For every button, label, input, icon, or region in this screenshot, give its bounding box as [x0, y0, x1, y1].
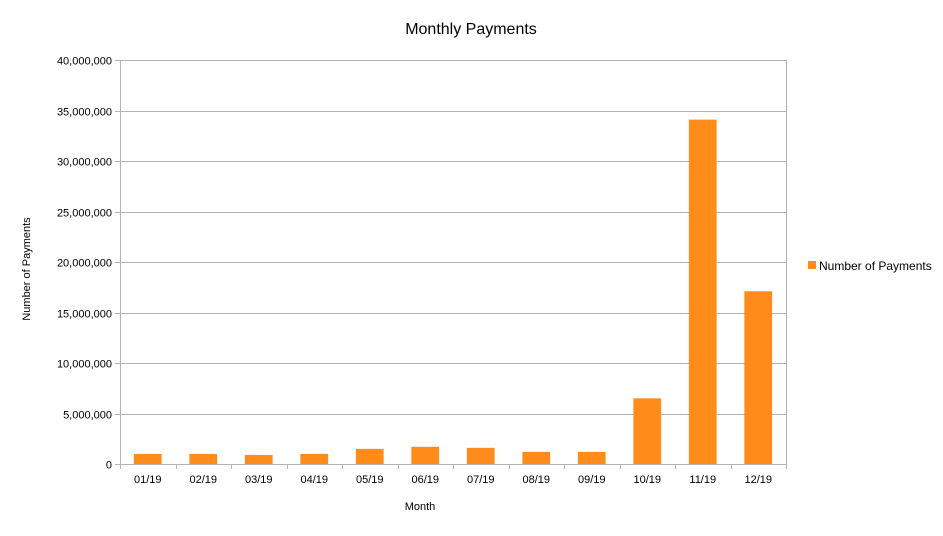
- x-tick-label: 03/19: [245, 474, 273, 486]
- bar: [577, 451, 606, 464]
- x-tick-label: 09/19: [578, 474, 606, 486]
- bar: [744, 291, 773, 464]
- x-tick-label: 02/19: [189, 474, 217, 486]
- chart-title: Monthly Payments: [405, 21, 537, 38]
- y-tick-label: 5,000,000: [63, 410, 112, 422]
- gridlines: [120, 60, 786, 465]
- bar: [300, 453, 329, 464]
- legend-swatch: [808, 261, 816, 269]
- y-tick-label: 20,000,000: [57, 258, 112, 270]
- x-tick-label: 10/19: [633, 474, 661, 486]
- bar: [688, 119, 717, 464]
- bar: [355, 448, 384, 464]
- x-tick-label: 08/19: [522, 474, 550, 486]
- y-tick-labels: 0 5,000,000 10,000,000 15,000,000 20,000,000…: [57, 56, 112, 472]
- bar: [633, 398, 662, 464]
- y-tick-label: 30,000,000: [57, 157, 112, 169]
- bar: [133, 453, 162, 464]
- x-axis-title: Month: [405, 501, 436, 513]
- y-tick-label: 15,000,000: [57, 309, 112, 321]
- y-tick-label: 35,000,000: [57, 107, 112, 119]
- legend-label: Number of Payments: [819, 259, 932, 273]
- x-tick-label: 11/19: [689, 474, 716, 486]
- bar: [189, 453, 218, 464]
- y-tick-label: 40,000,000: [57, 56, 112, 68]
- y-tick-label: 10,000,000: [57, 359, 112, 371]
- axes: [115, 60, 787, 469]
- bars: [133, 119, 773, 464]
- legend: Number of Payments: [808, 259, 932, 273]
- y-axis-title: Number of Payments: [21, 217, 33, 321]
- x-tick-label: 01/19: [134, 474, 162, 486]
- x-tick-labels: 01/19 02/19 03/19 04/19 05/19 06/19 07/19 08/19…: [134, 474, 772, 486]
- x-tick-label: 04/19: [300, 474, 328, 486]
- bar: [522, 451, 551, 464]
- x-tick-label: 07/19: [467, 474, 495, 486]
- bar: [411, 446, 440, 464]
- y-tick-label: 25,000,000: [57, 208, 112, 220]
- x-tick-label: 12/19: [744, 474, 772, 486]
- y-tick-label: 0: [106, 460, 112, 472]
- bar: [244, 454, 273, 464]
- x-tick-label: 06/19: [411, 474, 439, 486]
- bar: [466, 447, 495, 464]
- x-tick-label: 05/19: [356, 474, 384, 486]
